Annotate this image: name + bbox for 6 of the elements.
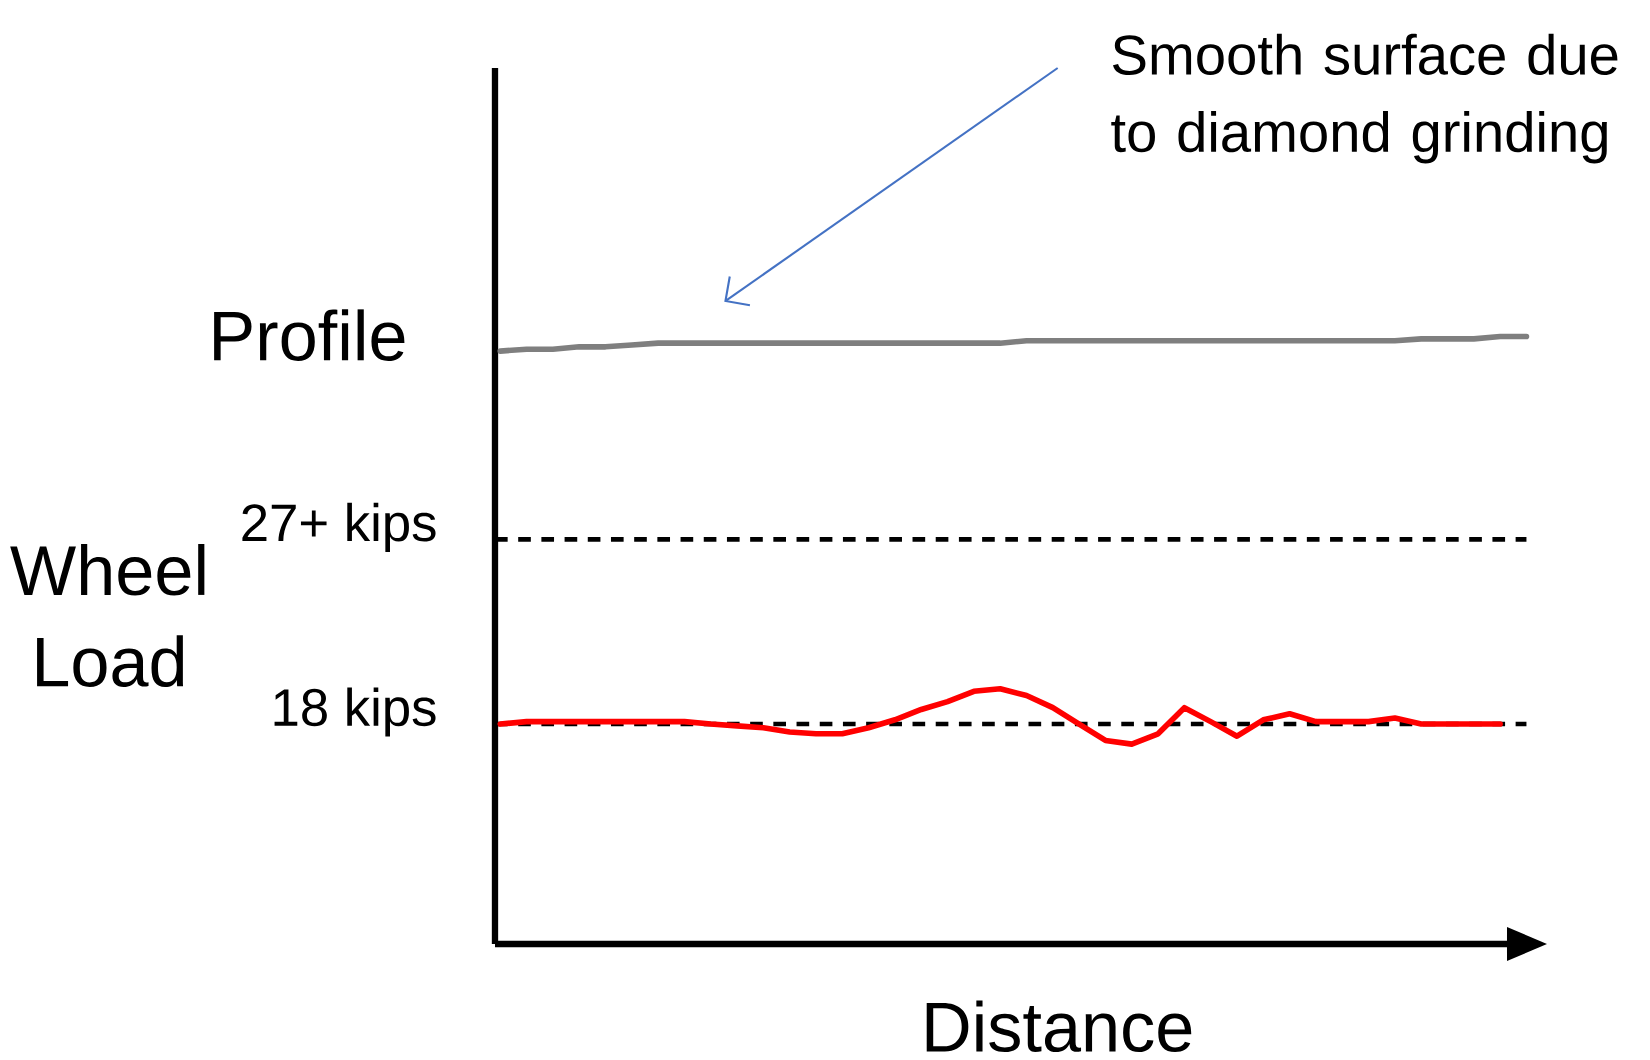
ref-line-label: 18 kips: [274, 687, 436, 737]
text: Profile: [214, 309, 405, 361]
y-axis-title: Wheel Load: [10, 544, 205, 687]
ref-line-label: 27+ kips: [242, 502, 436, 552]
x-axis-title: Distance: [926, 1000, 1192, 1053]
text: Smooth surface due to diamond grinding: [1111, 33, 1618, 164]
